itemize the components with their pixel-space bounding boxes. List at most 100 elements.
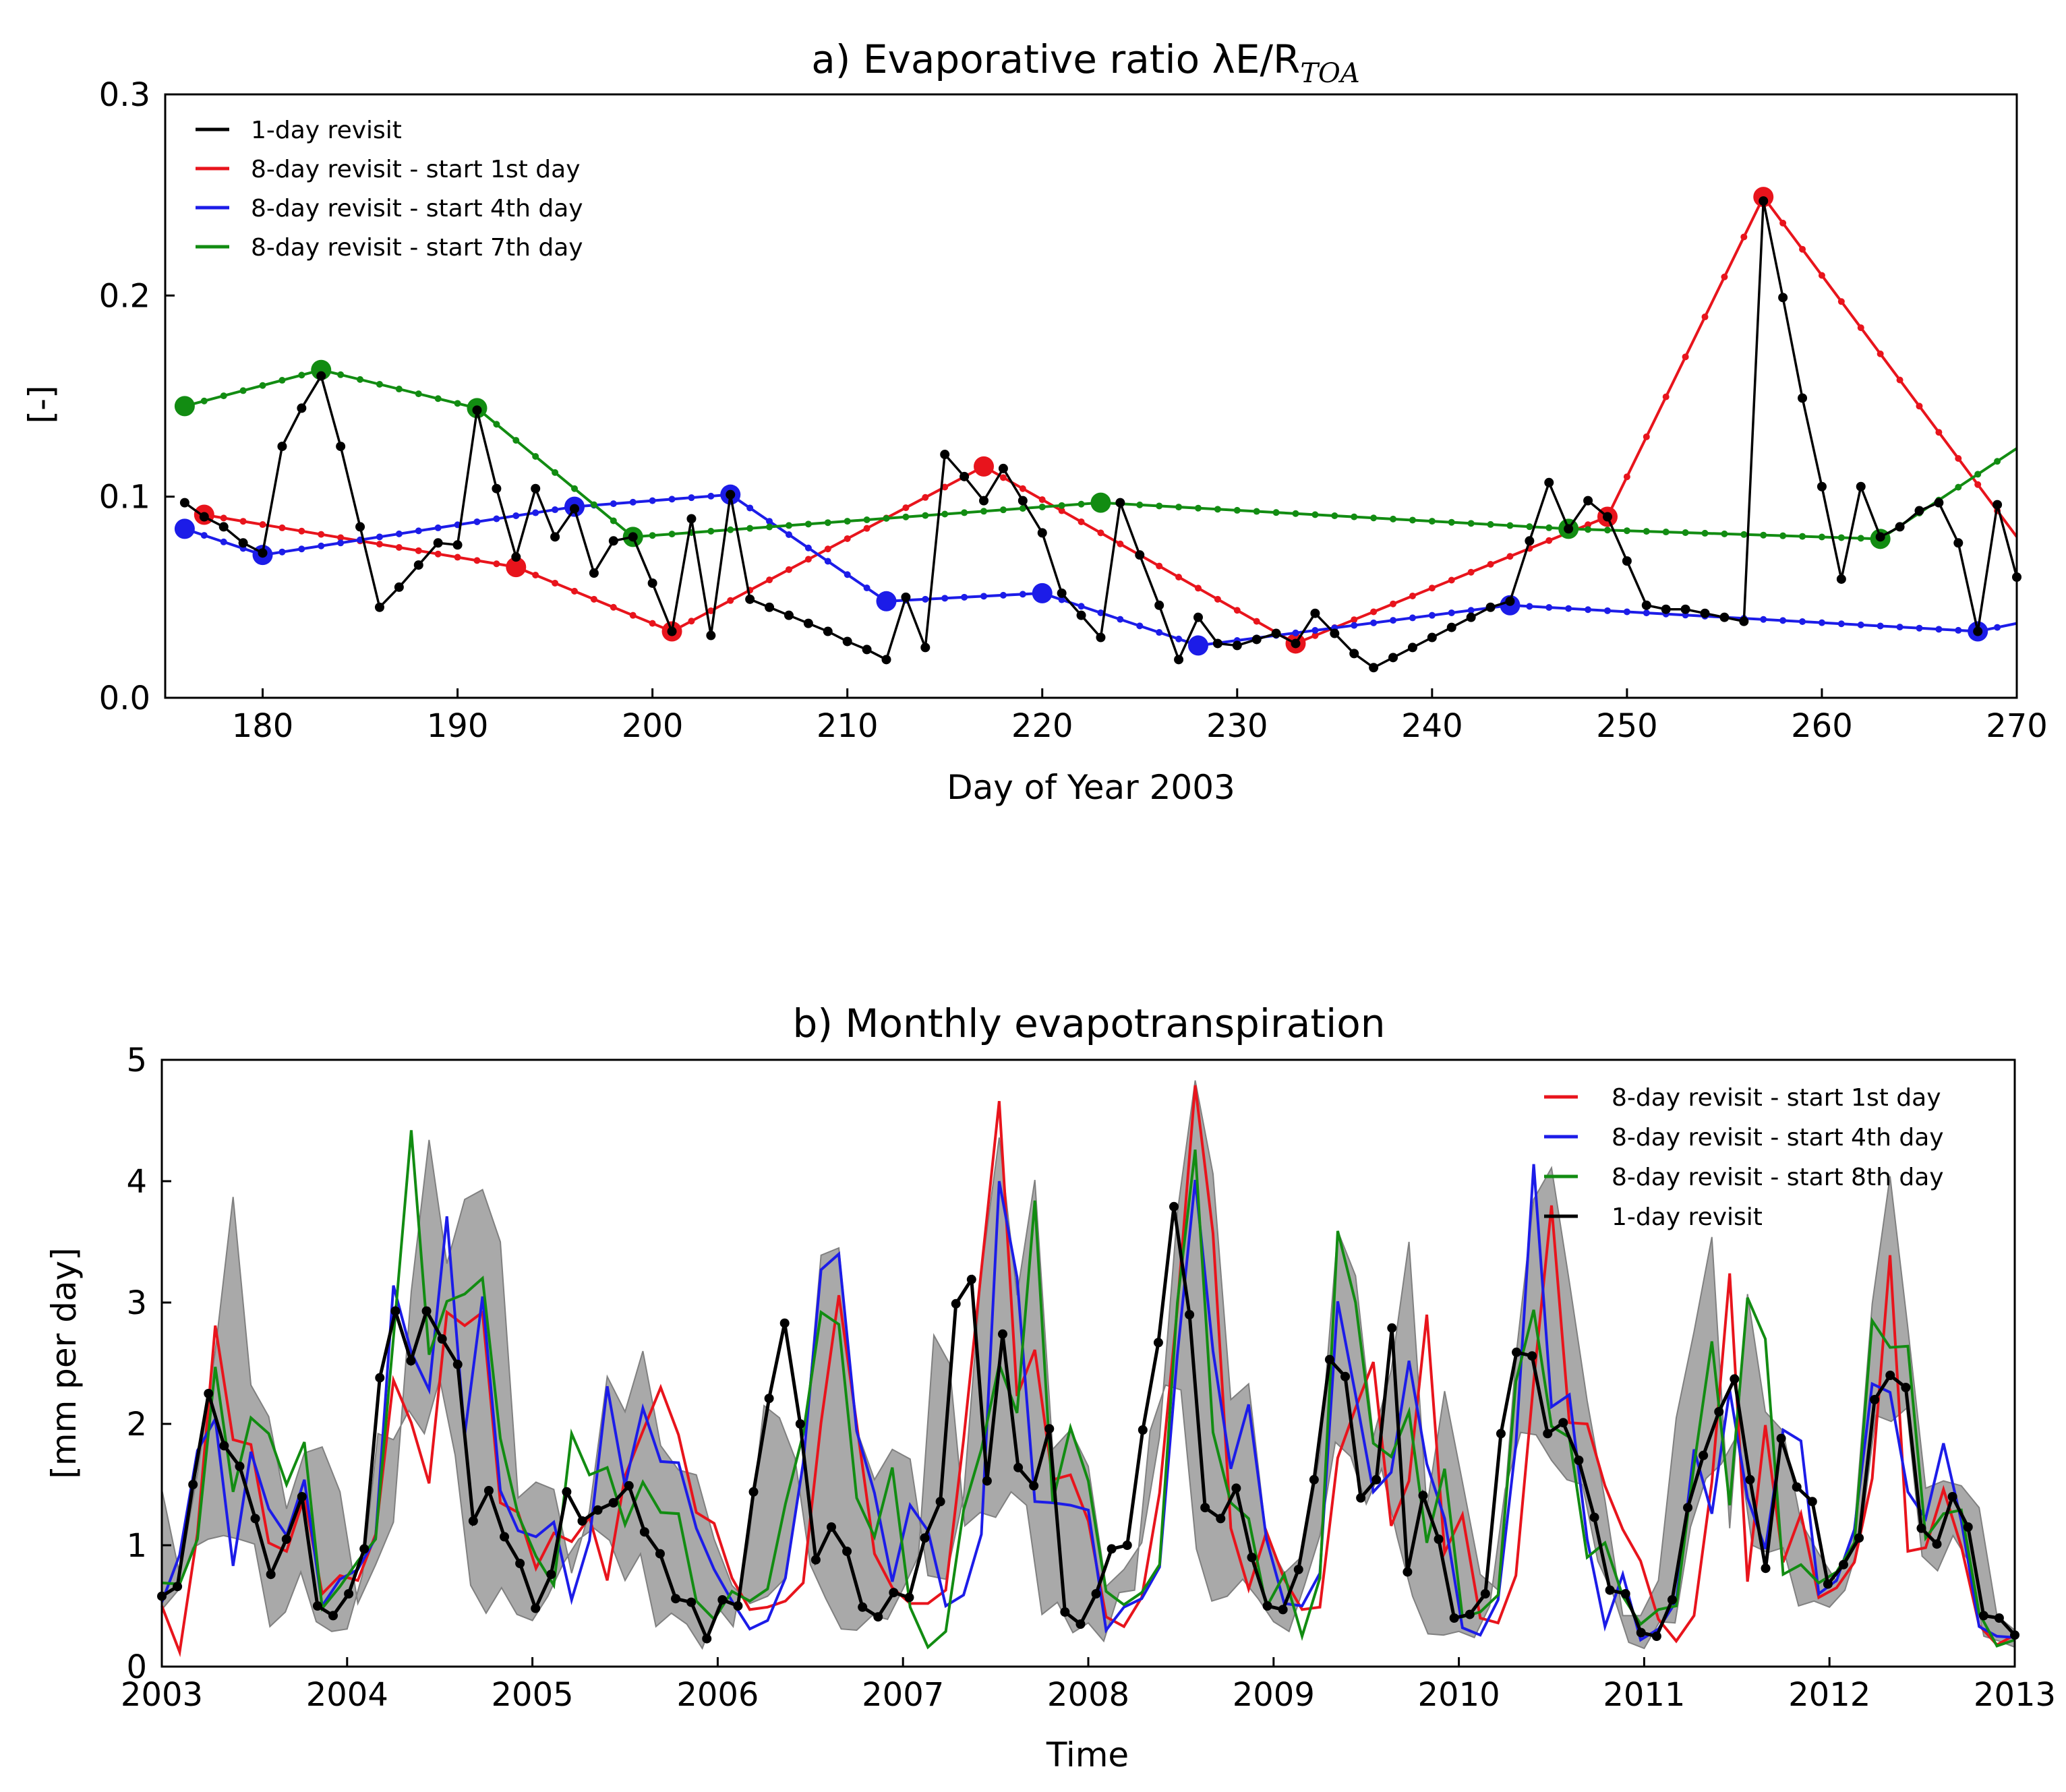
panel-a-legend: 1-day revisit 8-day revisit - start 1st d… xyxy=(196,117,583,262)
data-point xyxy=(355,522,365,532)
x-tick-label: 180 xyxy=(232,707,294,745)
interpolated-point xyxy=(1837,620,1845,628)
interpolated-point xyxy=(532,509,539,516)
interpolated-point xyxy=(1955,626,1962,634)
legend-label: 8-day revisit - start 4th day xyxy=(1612,1124,1944,1152)
legend-label: 8-day revisit - start 1st day xyxy=(251,156,581,183)
interpolated-point xyxy=(493,515,500,522)
interpolated-point xyxy=(804,556,812,563)
data-point xyxy=(1714,1407,1724,1416)
interpolated-point xyxy=(1272,509,1280,516)
interpolated-point xyxy=(610,603,617,611)
panel-a-y-axis-label: [-] xyxy=(22,385,61,423)
data-point xyxy=(998,463,1008,473)
x-tick-label: 190 xyxy=(427,707,489,745)
data-point xyxy=(1356,1493,1366,1503)
data-point xyxy=(1778,293,1788,303)
x-tick-label: 2010 xyxy=(1418,1676,1500,1714)
data-point xyxy=(173,1582,183,1592)
legend-label: 8-day revisit - start 8th day xyxy=(1612,1164,1944,1191)
interpolated-point xyxy=(376,380,383,388)
data-point xyxy=(1075,1619,1086,1629)
data-point xyxy=(920,1533,930,1543)
observation-point xyxy=(974,456,995,477)
data-point xyxy=(1216,1514,1226,1524)
y-tick-label: 2 xyxy=(126,1406,147,1443)
interpolated-point xyxy=(1643,528,1650,535)
data-point xyxy=(1636,1627,1646,1638)
interpolated-point xyxy=(1038,496,1046,504)
data-point xyxy=(639,1527,649,1537)
data-point xyxy=(1247,1553,1257,1562)
data-point xyxy=(706,630,716,640)
y-tick-label: 5 xyxy=(126,1042,147,1079)
interpolated-point xyxy=(1701,529,1709,537)
interpolated-point xyxy=(1428,518,1436,525)
x-tick-label: 210 xyxy=(817,707,879,745)
interpolated-point xyxy=(1955,454,1962,462)
data-point xyxy=(810,1555,821,1565)
interpolated-point xyxy=(1117,540,1124,547)
data-point xyxy=(1480,1589,1490,1599)
interpolated-point xyxy=(473,557,481,564)
data-point xyxy=(1349,649,1359,659)
data-point xyxy=(1817,481,1827,491)
interpolated-point xyxy=(1818,533,1825,541)
legend-label: 8-day revisit - start 7th day xyxy=(251,234,583,262)
data-point xyxy=(188,1480,198,1489)
data-point xyxy=(1330,628,1340,638)
interpolated-point xyxy=(1058,502,1065,509)
interpolated-point xyxy=(1078,603,1085,610)
panel-b: b) Monthly evapotranspiration 2003 2004 20… xyxy=(45,1000,2056,1774)
interpolated-point xyxy=(1623,527,1630,535)
data-point xyxy=(1122,1541,1132,1550)
interpolated-point xyxy=(1682,353,1689,361)
interpolated-point xyxy=(980,593,988,600)
interpolated-point xyxy=(1409,592,1416,599)
interpolated-point xyxy=(1370,514,1378,522)
interpolated-point xyxy=(1156,562,1163,570)
interpolated-point xyxy=(1837,298,1845,305)
data-point xyxy=(374,602,384,612)
observation-point xyxy=(1187,635,1208,656)
data-point xyxy=(1761,1563,1771,1574)
interpolated-point xyxy=(1078,500,1085,508)
series-2 xyxy=(161,1130,2015,1650)
interpolated-point xyxy=(1253,508,1260,515)
data-point xyxy=(667,626,677,636)
data-point xyxy=(421,1306,432,1316)
data-point xyxy=(1324,1354,1334,1365)
data-point xyxy=(842,1547,852,1556)
data-point xyxy=(1792,1482,1802,1492)
interpolated-point xyxy=(532,453,539,460)
data-point xyxy=(1387,1323,1397,1333)
data-point xyxy=(1466,612,1476,622)
interpolated-point xyxy=(1896,376,1903,384)
data-point xyxy=(1667,1595,1677,1605)
x-tick-label: 2013 xyxy=(1974,1676,2056,1714)
interpolated-point xyxy=(1311,632,1319,639)
data-point xyxy=(1044,1424,1055,1434)
data-point xyxy=(593,1505,603,1515)
data-point xyxy=(1973,626,1983,636)
interpolated-point xyxy=(1857,535,1864,542)
data-point xyxy=(1029,1481,1039,1491)
interpolated-point xyxy=(278,377,286,384)
interpolated-point xyxy=(1662,529,1670,536)
data-point xyxy=(858,1602,868,1612)
interpolated-point xyxy=(649,497,656,504)
data-point xyxy=(562,1487,572,1497)
interpolated-point xyxy=(493,421,500,428)
x-tick-label: 240 xyxy=(1401,707,1463,745)
data-point xyxy=(531,1603,541,1613)
interpolated-point xyxy=(1799,618,1806,626)
interpolated-point xyxy=(1721,530,1728,537)
data-point xyxy=(452,1359,463,1369)
interpolated-point xyxy=(278,524,286,531)
panel-b-ticks: 2003 2004 2005 2006 2007 2008 2009 2010 2011 2012… xyxy=(121,1042,2056,1714)
interpolated-point xyxy=(552,579,559,587)
interpolated-point xyxy=(999,591,1007,599)
series-1 xyxy=(160,1164,2015,1642)
interpolated-point xyxy=(1194,504,1202,512)
interpolated-point xyxy=(1448,518,1455,526)
